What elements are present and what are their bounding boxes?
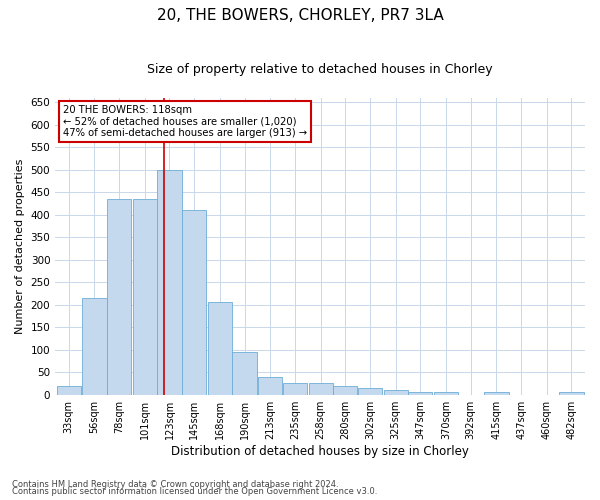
Bar xyxy=(383,390,408,394)
Bar xyxy=(283,384,307,394)
Text: Contains HM Land Registry data © Crown copyright and database right 2024.: Contains HM Land Registry data © Crown c… xyxy=(12,480,338,489)
Bar xyxy=(484,392,509,394)
Bar xyxy=(358,388,382,394)
Bar xyxy=(258,376,283,394)
Bar xyxy=(208,302,232,394)
Y-axis label: Number of detached properties: Number of detached properties xyxy=(15,158,25,334)
Bar xyxy=(333,386,358,394)
Bar xyxy=(232,352,257,395)
Bar xyxy=(157,170,182,394)
Text: Contains public sector information licensed under the Open Government Licence v3: Contains public sector information licen… xyxy=(12,487,377,496)
Title: Size of property relative to detached houses in Chorley: Size of property relative to detached ho… xyxy=(147,62,493,76)
X-axis label: Distribution of detached houses by size in Chorley: Distribution of detached houses by size … xyxy=(171,444,469,458)
Bar xyxy=(56,386,81,394)
Text: 20 THE BOWERS: 118sqm
← 52% of detached houses are smaller (1,020)
47% of semi-d: 20 THE BOWERS: 118sqm ← 52% of detached … xyxy=(63,105,307,138)
Bar xyxy=(408,392,433,394)
Bar xyxy=(182,210,206,394)
Bar xyxy=(82,298,107,394)
Bar xyxy=(308,384,333,394)
Text: 20, THE BOWERS, CHORLEY, PR7 3LA: 20, THE BOWERS, CHORLEY, PR7 3LA xyxy=(157,8,443,22)
Bar xyxy=(559,392,584,394)
Bar xyxy=(434,392,458,394)
Bar xyxy=(107,199,131,394)
Bar xyxy=(133,199,157,394)
